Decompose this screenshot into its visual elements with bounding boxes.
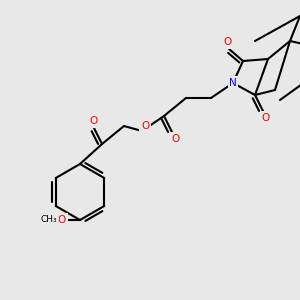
Text: O: O	[223, 37, 231, 47]
Text: CH₃: CH₃	[41, 215, 57, 224]
Text: O: O	[141, 121, 149, 131]
Text: O: O	[171, 134, 179, 144]
Text: N: N	[229, 78, 237, 88]
Text: O: O	[90, 116, 98, 126]
Text: O: O	[58, 215, 66, 225]
Text: O: O	[262, 113, 270, 123]
